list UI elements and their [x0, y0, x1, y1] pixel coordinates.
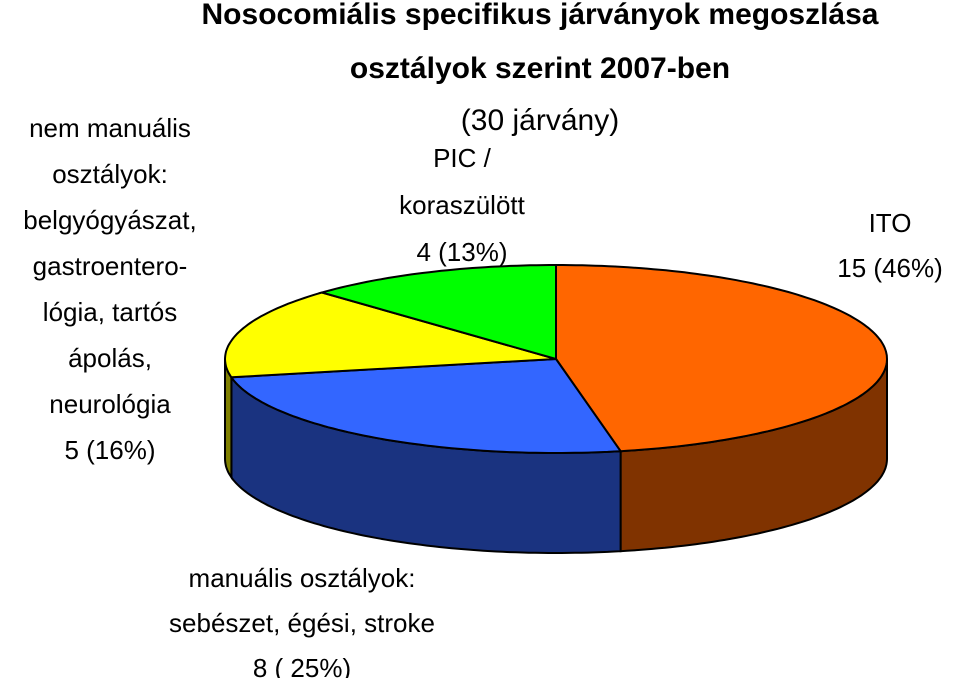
value-label: 8 ( 25%) — [253, 653, 351, 678]
value-label: 5 (16%) — [64, 435, 155, 465]
pie-slice — [229, 357, 623, 454]
slice-label: gastroentero- — [33, 251, 188, 281]
value-label: 4 (13%) — [416, 237, 507, 267]
chart-title: Nosocomiális specifikus járványok megosz… — [202, 0, 879, 31]
slice-label: sebészet, égési, stroke — [169, 608, 435, 638]
chart-title: osztályok szerint 2007-ben — [350, 52, 730, 85]
pie-slice — [223, 291, 557, 379]
slice-label: osztályok: — [52, 159, 168, 189]
slice-label: lógia, tartós — [43, 297, 177, 327]
slice-label: nem manuális — [29, 113, 191, 143]
pie-tops — [223, 264, 889, 454]
labels: Nosocomiális specifikus járványok megosz… — [23, 0, 942, 678]
chart-title: (30 járvány) — [461, 104, 619, 137]
slice-label: ápolás, — [68, 343, 152, 373]
pie-slice — [555, 264, 889, 453]
slice-label: PIC / — [433, 143, 492, 173]
slice-label: belgyógyászat, — [23, 205, 196, 235]
slice-label: manuális osztályok: — [189, 563, 416, 593]
slice-label: ITO — [869, 208, 912, 238]
slice-label: neurológia — [49, 389, 171, 419]
pie-slice — [318, 264, 557, 361]
slice-label: koraszülött — [399, 190, 525, 220]
value-label: 15 (46%) — [837, 253, 943, 283]
